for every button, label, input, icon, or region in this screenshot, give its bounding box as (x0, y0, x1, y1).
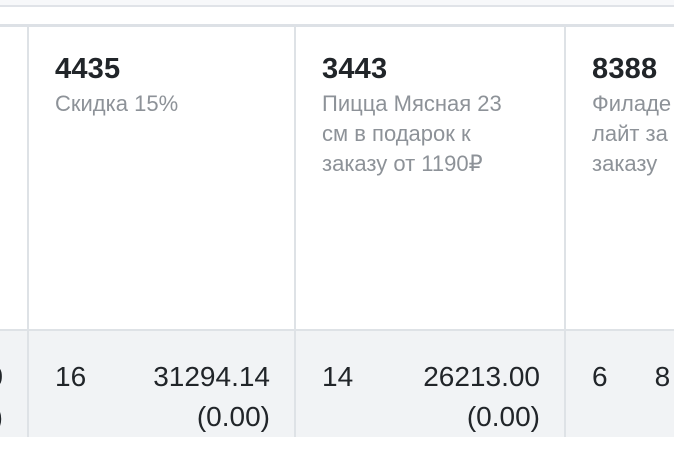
promo-stats-cell: 16 31294.14 (0.00) (29, 329, 294, 437)
promo-info-cell: 3443 Пицца Мясная 23 см в подарок к зака… (296, 27, 564, 329)
promo-stats-cell: 6 8 (566, 329, 674, 437)
promo-id: 3443 (322, 53, 388, 85)
promo-description: Филаде лайт за заказу (592, 89, 674, 179)
amount-value: 8 (654, 361, 671, 392)
amount-total: 0 ) (0, 357, 3, 437)
orders-count: 6 (592, 361, 608, 392)
top-strip (0, 0, 674, 7)
promo-column-8388: 8388 Филаде лайт за заказу 6 8 (566, 27, 674, 437)
promo-stats-cell: 14 26213.00 (0.00) (296, 329, 564, 437)
promo-column-3443: 3443 Пицца Мясная 23 см в подарок к зака… (296, 27, 566, 437)
promo-description-line: Филаде (592, 91, 672, 116)
amount-value: 31294.14 (153, 361, 270, 392)
amount-secondary: (0.00) (466, 401, 540, 432)
promo-description-line: заказу (592, 151, 658, 176)
amount-secondary: ) (0, 397, 3, 437)
amount-value: 26213.00 (423, 361, 540, 392)
orders-count: 16 (55, 361, 87, 392)
promo-table: 0 ) 4435 Скидка 15% 16 31294.14 (0.00) (0, 27, 674, 437)
promo-description-line: заказу от 1190₽ (322, 151, 483, 176)
promo-description-line: см в подарок к (322, 121, 471, 146)
promo-stats-cell: 0 ) (0, 329, 27, 437)
promo-column-4435: 4435 Скидка 15% 16 31294.14 (0.00) (29, 27, 296, 437)
promo-description-line: лайт за (592, 121, 668, 146)
amount-total: 8 (655, 357, 671, 397)
promo-description: Скидка 15% (55, 89, 270, 119)
amount-secondary: (0.00) (196, 401, 270, 432)
promo-info-cell: 4435 Скидка 15% (29, 27, 294, 329)
amount-total: 26213.00 (0.00) (353, 357, 540, 437)
promo-info-cell (0, 27, 27, 329)
promo-description: Пицца Мясная 23 см в подарок к заказу от… (322, 89, 540, 179)
promo-description-line: Скидка 15% (55, 91, 179, 116)
orders-count: 14 (322, 361, 354, 392)
previous-row-remainder (0, 7, 674, 27)
amount-total: 31294.14 (0.00) (86, 357, 270, 437)
promo-description-line: Пицца Мясная 23 (322, 91, 502, 116)
promo-id: 4435 (55, 53, 121, 85)
amount-value: 0 (0, 357, 3, 397)
promo-column-offscreen: 0 ) (0, 27, 29, 437)
promo-info-cell: 8388 Филаде лайт за заказу (566, 27, 674, 329)
promo-id: 8388 (592, 53, 658, 85)
